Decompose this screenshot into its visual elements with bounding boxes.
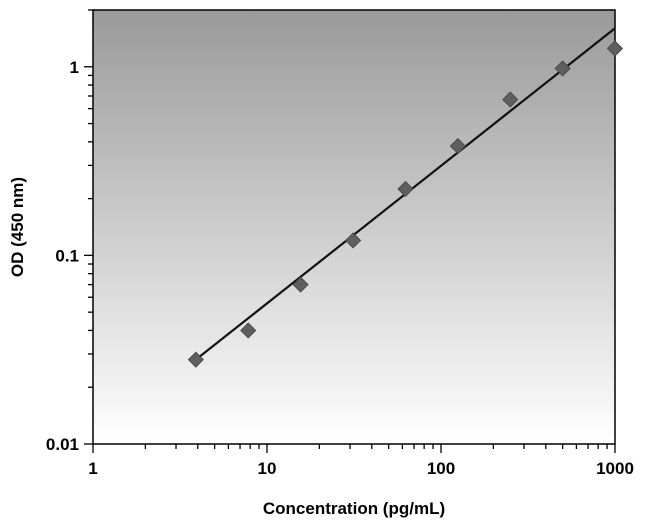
y-tick-label: 0.1 bbox=[55, 246, 79, 265]
y-axis-title: OD (450 nm) bbox=[8, 177, 27, 277]
y-tick-label: 1 bbox=[70, 58, 79, 77]
data-point bbox=[502, 91, 519, 108]
data-point bbox=[292, 276, 309, 293]
data-point bbox=[240, 322, 257, 339]
data-point bbox=[345, 232, 362, 249]
x-axis-title: Concentration (pg/mL) bbox=[263, 499, 445, 518]
data-point bbox=[554, 60, 571, 77]
x-tick-label: 10 bbox=[258, 459, 277, 478]
plot-area bbox=[92, 9, 616, 445]
x-tick-label: 1000 bbox=[596, 459, 634, 478]
x-tick-label: 100 bbox=[427, 459, 455, 478]
data-point bbox=[397, 180, 414, 198]
x-tick-label: 1 bbox=[88, 459, 97, 478]
y-tick-label: 0.01 bbox=[46, 435, 79, 454]
data-point bbox=[187, 351, 204, 368]
data-point bbox=[606, 40, 624, 57]
data-point bbox=[449, 137, 466, 155]
